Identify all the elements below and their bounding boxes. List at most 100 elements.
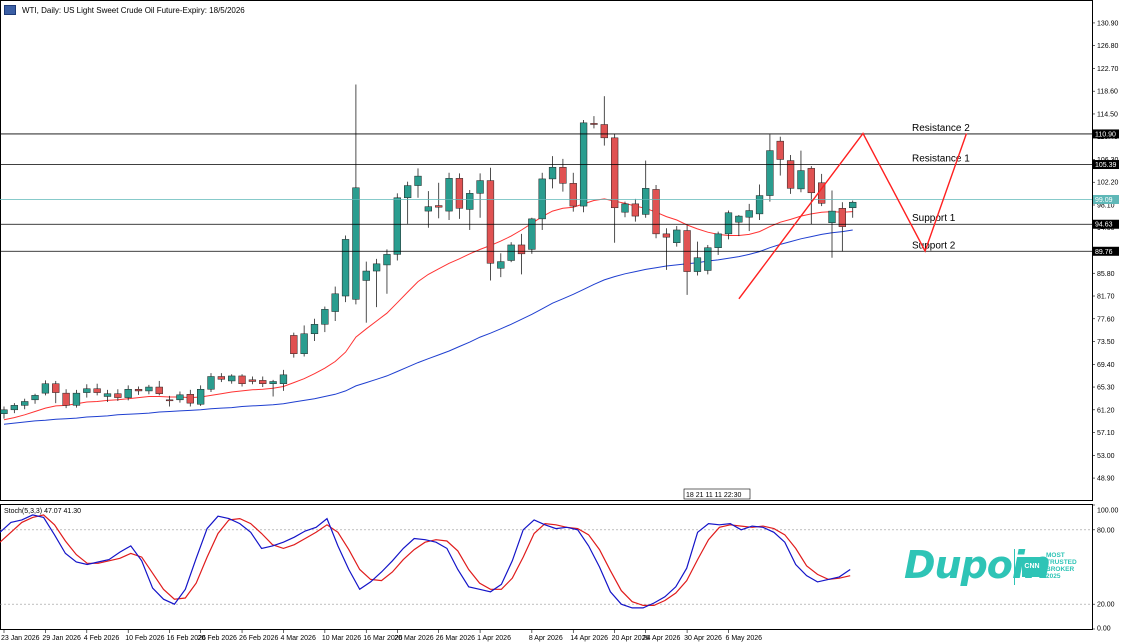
candle (331, 286, 339, 321)
price-tick-label: 61.20 (1097, 407, 1115, 414)
candle-body (269, 381, 277, 384)
candle (642, 160, 650, 218)
candle (621, 201, 629, 218)
candle-body (10, 405, 18, 411)
candle-body (755, 195, 764, 215)
candle-body (693, 257, 702, 272)
candle-body (300, 333, 308, 354)
price-tick-label: 81.70 (1097, 294, 1115, 301)
candle (321, 306, 329, 333)
candle-body (93, 388, 101, 393)
chart-title: WTI, Daily: US Light Sweet Crude Oil Fut… (22, 5, 245, 15)
candle (72, 389, 81, 408)
candle (259, 376, 267, 388)
candle-body (476, 180, 484, 194)
candle-body (238, 375, 246, 384)
brand-divider (1014, 549, 1015, 585)
candle-body (145, 386, 153, 392)
candle (538, 172, 546, 230)
award-line: BROKER (1046, 566, 1075, 573)
candle (735, 214, 743, 237)
candle-body (83, 388, 91, 393)
price-tick-label: 126.80 (1097, 43, 1119, 50)
candle-body (724, 212, 733, 235)
date-tick-label: 14 Apr 2026 (570, 635, 608, 642)
candle (207, 373, 215, 393)
candle-body (176, 394, 184, 401)
date-tick-label: 26 Feb 2026 (239, 635, 278, 642)
candle (517, 233, 526, 275)
candle (507, 242, 515, 263)
candle (124, 385, 132, 401)
candle (238, 374, 246, 387)
candle-body (455, 178, 464, 209)
period-separator-box: 18 21 11 11 22:30 (683, 488, 751, 500)
candle (528, 217, 536, 254)
price-tick-label: 102.20 (1097, 180, 1119, 187)
candle (41, 380, 50, 396)
main-panel-frame (0, 0, 1093, 501)
candle-body (72, 392, 81, 406)
level-price-tag-label: 89.76 (1095, 249, 1113, 256)
candle-body (197, 389, 205, 405)
candle (631, 198, 640, 222)
candle-body (114, 393, 122, 398)
level-label: Support 1 (912, 213, 956, 224)
candle (83, 384, 91, 398)
candle-body (497, 261, 505, 269)
date-tick-label: 26 Mar 2026 (436, 635, 475, 642)
candle (362, 261, 370, 323)
level-label: Resistance 2 (912, 123, 970, 134)
candle (176, 391, 184, 403)
current-price-tag (1093, 194, 1119, 204)
candle (393, 193, 401, 261)
pattern-zigzag (738, 132, 968, 300)
candle-body (383, 254, 391, 266)
candle (445, 172, 453, 220)
price-tick-label: 114.50 (1097, 111, 1118, 118)
candle-body (31, 395, 39, 401)
date-tick-label: 30 Apr 2026 (684, 635, 722, 642)
price-tick-label: 98.10 (1097, 202, 1115, 209)
price-tick-label: 118.60 (1097, 89, 1118, 96)
candle-body (52, 383, 60, 393)
candle-body (424, 206, 433, 212)
candle (704, 244, 712, 275)
support-resistance-levels: 99.09 110.90 Resistance 2 105.39 Resistance … (0, 123, 1119, 256)
candle-body (393, 197, 401, 255)
candle (849, 200, 857, 218)
candle-body (310, 324, 319, 335)
candle (466, 189, 474, 230)
candle-body (103, 393, 112, 397)
date-tick-label: 23 Jan 2026 (1, 635, 40, 642)
cnn-badge: CNN (1022, 557, 1042, 577)
candle-body (352, 187, 360, 300)
date-tick-label: 29 Jan 2026 (42, 635, 81, 642)
candle (693, 241, 702, 276)
level-price-tag-label: 105.39 (1095, 162, 1117, 169)
stoch-main-line (0, 514, 851, 609)
candle-body (600, 124, 608, 139)
award-line: MOST (1046, 552, 1065, 559)
candle-body (435, 205, 443, 208)
candle (93, 383, 101, 396)
candle-body (776, 140, 784, 160)
candle-body (611, 137, 619, 209)
stoch-tick-label: 80.00 (1097, 527, 1115, 534)
level-price-tag (1093, 246, 1119, 256)
candle (310, 318, 319, 341)
candle (372, 258, 381, 308)
candle (134, 386, 143, 395)
candle (114, 389, 122, 401)
date-tick-label: 6 May 2026 (726, 635, 763, 642)
date-tick-label: 8 Apr 2026 (529, 635, 563, 642)
level-label: Support 2 (912, 240, 956, 251)
candle (248, 376, 257, 385)
candle-body (414, 175, 422, 186)
stoch-tick-label: 0.00 (1097, 626, 1111, 633)
candle-body (797, 170, 805, 190)
candle (766, 134, 774, 202)
candle (52, 380, 60, 404)
candle (300, 325, 308, 357)
candle-body (207, 376, 215, 390)
